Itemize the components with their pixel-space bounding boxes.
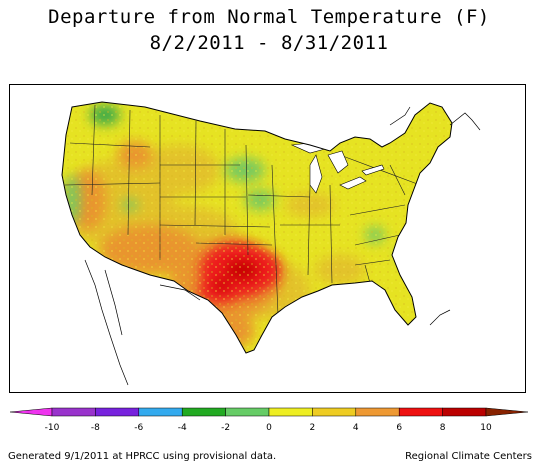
generation-note: Generated 9/1/2011 at HPRCC using provis… [8,451,277,462]
legend-swatch [138,407,183,417]
source-credit: Regional Climate Centers [405,451,532,462]
legend-tick-label: -4 [177,423,187,433]
temperature-legend: -10 -8 -6 -4 -2 0 2 4 6 8 10 [8,405,530,433]
us-temperature-departure-map [61,101,481,386]
legend-arrow-low [9,407,53,417]
legend-tick-label: 2 [309,423,316,433]
legend-tick-label: 4 [352,423,359,433]
legend-swatch [355,407,400,417]
legend-tick-label: 0 [266,423,272,433]
legend-tick-label: -10 [44,423,60,433]
legend-swatch [95,407,140,417]
map-title: Departure from Normal Temperature (F) [48,6,490,28]
legend-tick-label: -8 [90,423,100,433]
legend-swatch [225,407,270,417]
great-lakes [290,142,385,194]
state-boundaries [64,104,421,316]
map-frame [9,84,526,393]
international-borders [84,106,481,386]
legend-tick-label: 10 [480,423,492,433]
legend-swatch [181,407,226,417]
legend-swatch [442,407,487,417]
legend-swatch [312,407,357,417]
legend-swatch [398,407,443,417]
map-date-range: 8/2/2011 - 8/31/2011 [149,32,389,54]
legend-swatch [51,407,96,417]
legend-arrow-high [485,407,529,417]
legend-tick-label: -2 [221,423,231,433]
legend-swatch [268,407,313,417]
legend-tick-label: -6 [134,423,144,433]
legend-tick-label: 6 [396,423,403,433]
legend-tick-label: 8 [439,423,446,433]
legend-color-bar [9,407,529,417]
